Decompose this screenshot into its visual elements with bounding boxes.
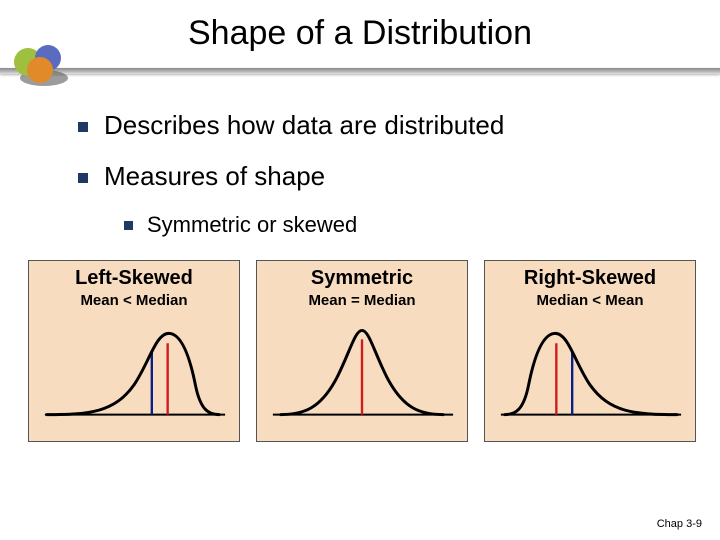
bullet-square-icon — [78, 122, 88, 132]
bullet-list: Describes how data are distributed Measu… — [0, 110, 720, 238]
panel-title: Right-Skewed — [491, 267, 689, 290]
bullet-level2: Symmetric or skewed — [78, 212, 720, 238]
panel-title: Left-Skewed — [35, 267, 233, 290]
bullet-level1: Measures of shape — [78, 161, 720, 192]
bullet-text: Describes how data are distributed — [104, 110, 504, 141]
panel-right-skew: Right-Skewed Median < Mean — [484, 260, 696, 442]
distribution-curve — [491, 315, 689, 431]
panel-title: Symmetric — [263, 267, 461, 290]
distribution-curve — [263, 315, 461, 431]
page-title: Shape of a Distribution — [0, 14, 720, 53]
panel-subtitle: Mean = Median — [263, 292, 461, 309]
bullet-text: Symmetric or skewed — [147, 212, 357, 238]
distribution-panels: Left-Skewed Mean < Median Symmetric Mean =… — [0, 238, 720, 442]
panel-subtitle: Median < Mean — [491, 292, 689, 309]
panel-symmetric: Symmetric Mean = Median — [256, 260, 468, 442]
bullet-square-icon — [124, 221, 133, 230]
bullet-square-icon — [78, 173, 88, 183]
curve-box — [263, 315, 461, 431]
panel-subtitle: Mean < Median — [35, 292, 233, 309]
distribution-curve — [35, 315, 233, 431]
title-region: Shape of a Distribution — [0, 0, 720, 92]
slide-footer: Chap 3-9 — [657, 518, 702, 530]
curve-box — [491, 315, 689, 431]
panel-left-skew: Left-Skewed Mean < Median — [28, 260, 240, 442]
bullet-text: Measures of shape — [104, 161, 325, 192]
bullet-level1: Describes how data are distributed — [78, 110, 720, 141]
title-rule — [0, 68, 720, 74]
curve-box — [35, 315, 233, 431]
